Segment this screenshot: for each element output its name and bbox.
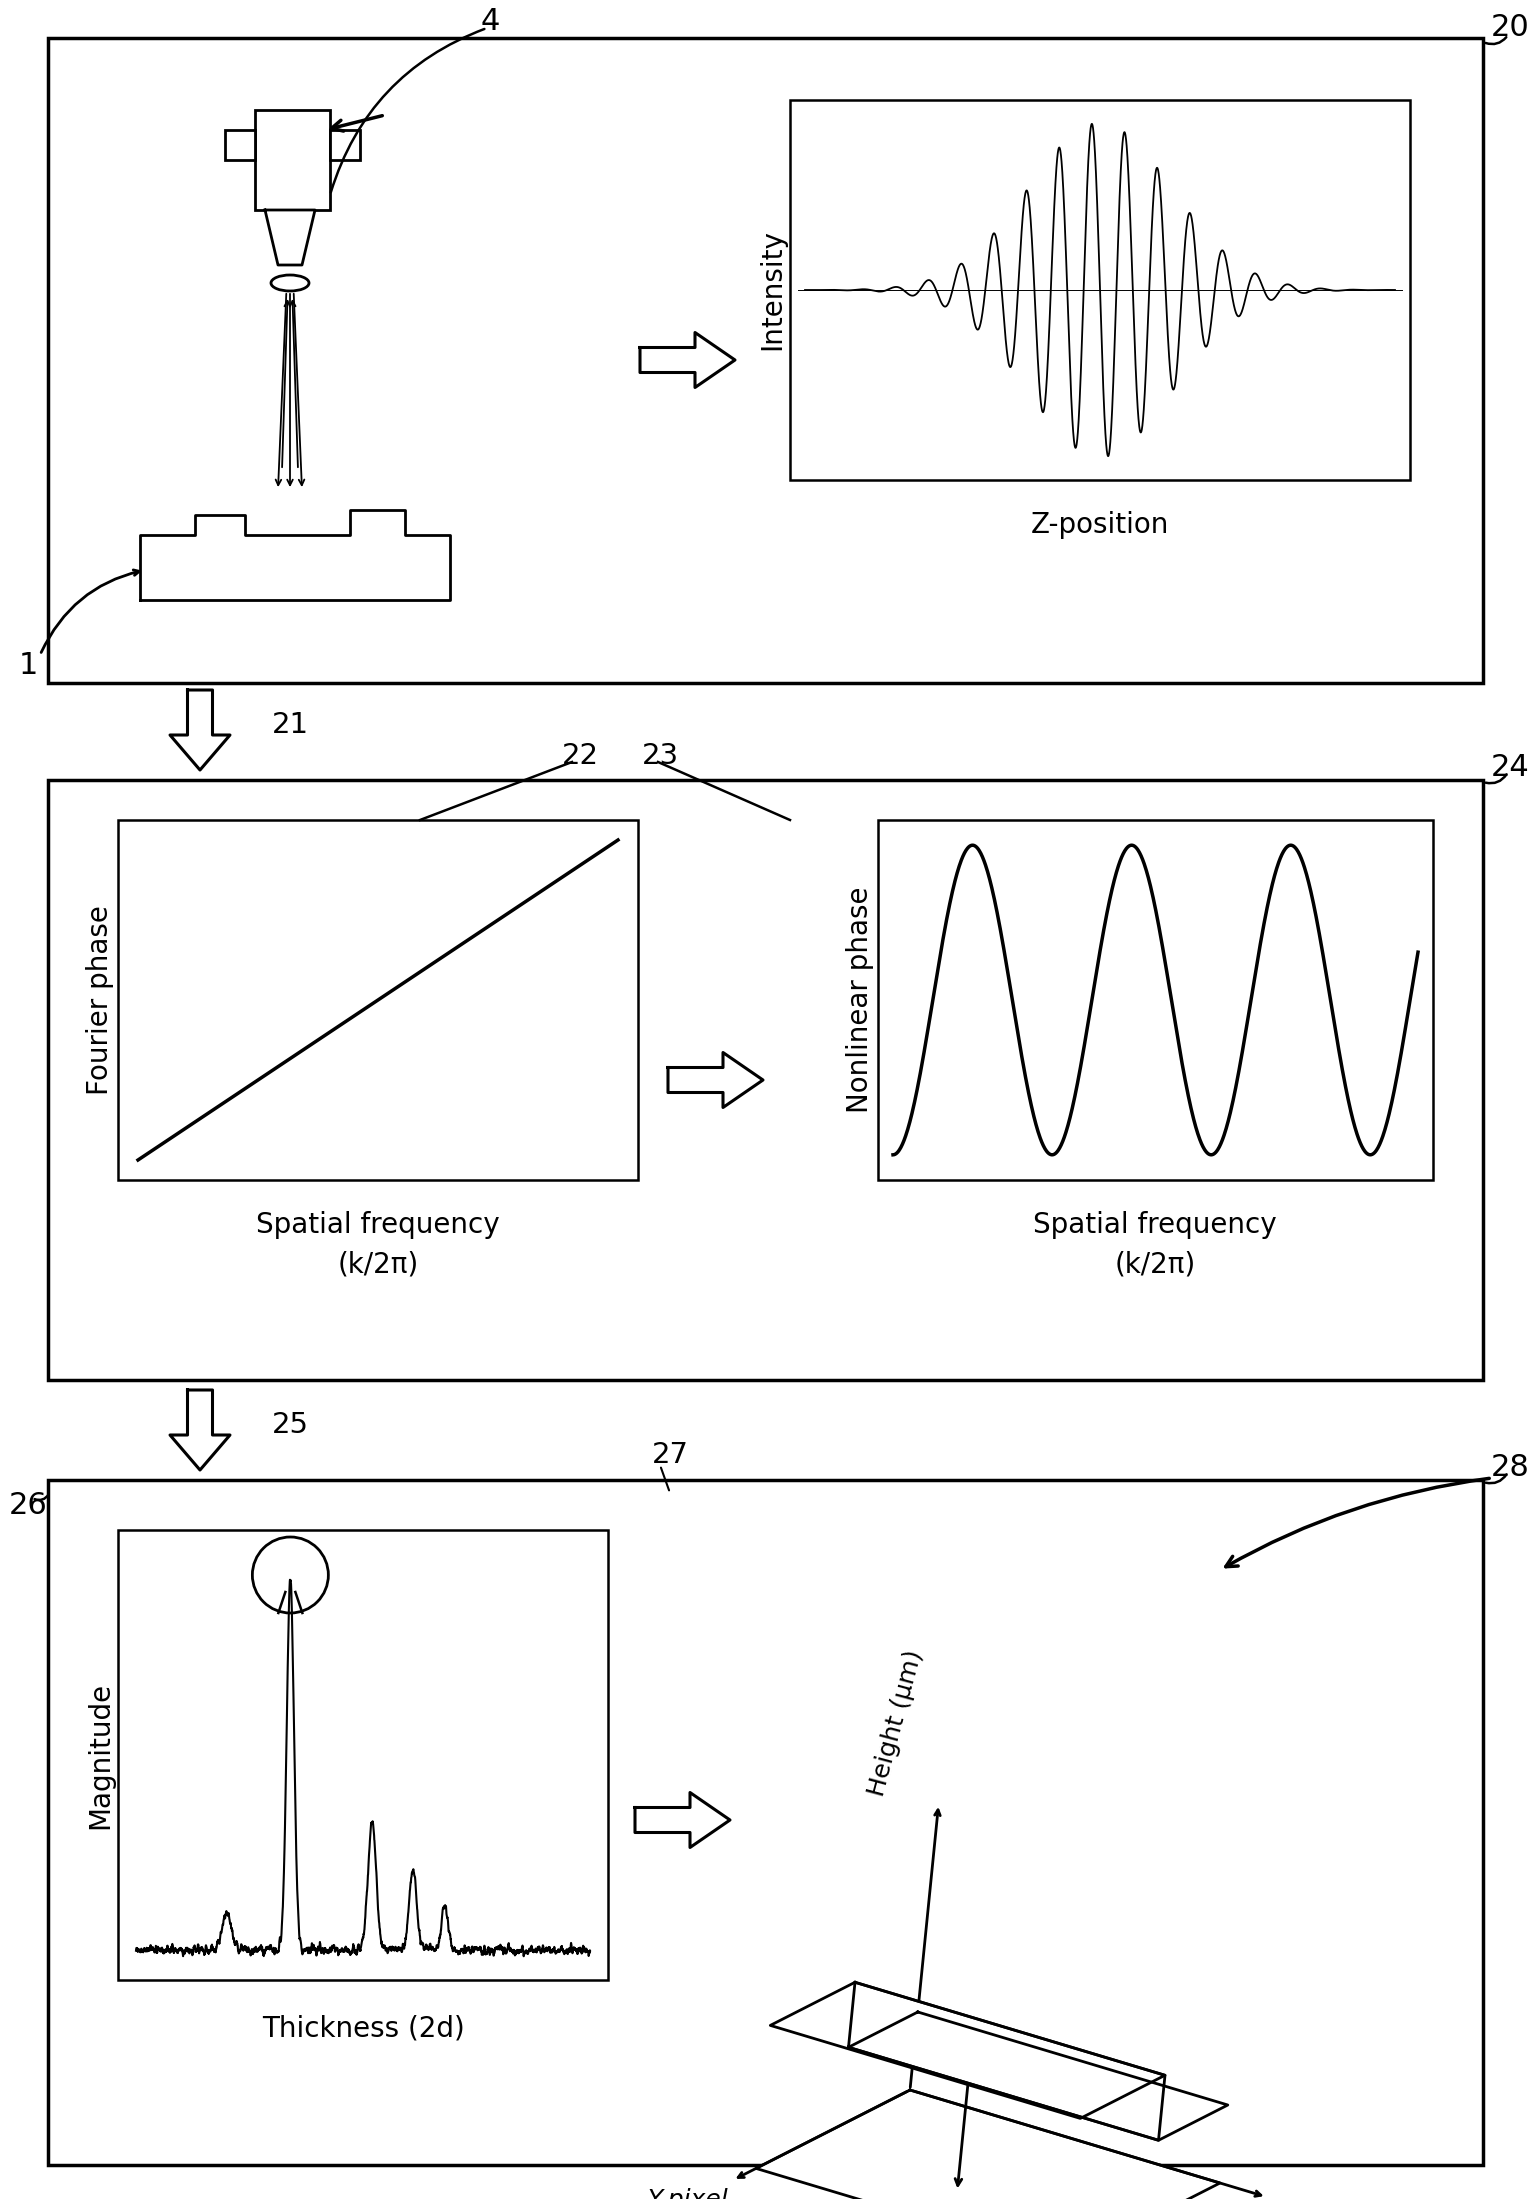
Polygon shape [848,1981,1164,2140]
Text: 20: 20 [1490,13,1530,42]
Polygon shape [770,1981,1164,2118]
Polygon shape [641,332,736,387]
Bar [118,1531,608,1979]
Bar [879,820,1433,1181]
Text: 4: 4 [481,7,499,37]
Bar [224,130,255,161]
Text: Fourier phase: Fourier phase [86,906,114,1095]
Text: Height (μm): Height (μm) [865,1647,926,1799]
Bar [118,820,637,1181]
Text: 26: 26 [9,1491,48,1520]
Polygon shape [170,690,230,770]
Text: Spatial frequency: Spatial frequency [257,1212,499,1238]
Bar [48,781,1482,1381]
Polygon shape [668,1053,763,1108]
Text: 1: 1 [18,651,38,679]
Text: (k/2π): (k/2π) [1115,1251,1195,1280]
Text: 24: 24 [1490,754,1530,783]
Text: Magnitude: Magnitude [86,1682,114,1830]
Text: 21: 21 [272,710,309,739]
Polygon shape [266,209,315,266]
Text: 25: 25 [272,1412,309,1438]
Text: Y-pixel: Y-pixel [647,2188,728,2199]
Text: (k/2π): (k/2π) [338,1251,419,1280]
Text: Spatial frequency: Spatial frequency [1034,1212,1276,1238]
Bar [790,99,1410,479]
Text: 23: 23 [642,741,679,770]
Polygon shape [634,1792,730,1847]
Polygon shape [848,2012,1227,2140]
Text: 27: 27 [651,1440,688,1469]
Text: Intensity: Intensity [757,229,786,350]
Text: Z-position: Z-position [1031,510,1169,539]
Text: 28: 28 [1490,1454,1530,1482]
Bar [330,130,359,161]
Bar [48,37,1482,684]
Bar [255,110,330,209]
Polygon shape [170,1390,230,1469]
Bar [48,1480,1482,2166]
Text: Nonlinear phase: Nonlinear phase [846,886,874,1113]
Text: Thickness (2d): Thickness (2d) [261,2014,464,2043]
Ellipse shape [270,275,309,290]
Polygon shape [140,510,450,600]
Text: 22: 22 [562,741,599,770]
Polygon shape [756,2089,1220,2199]
